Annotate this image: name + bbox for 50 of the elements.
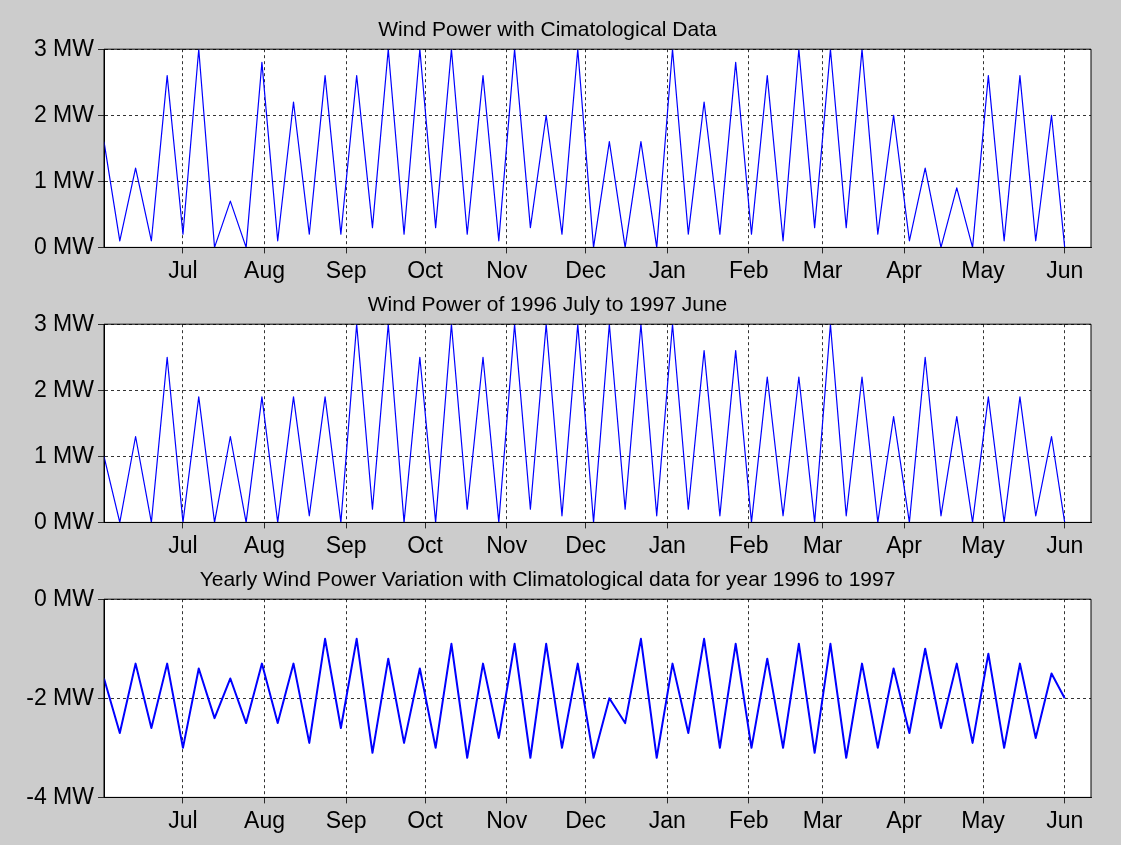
x-tick-label: Apr	[886, 531, 923, 558]
x-tick-label: Oct	[407, 531, 444, 558]
x-tick-label: Jan	[648, 531, 686, 558]
x-tick-label: Dec	[565, 806, 607, 833]
x-tick-label: May	[961, 256, 1006, 283]
x-tick-label: Apr	[886, 256, 923, 283]
x-tick-label: Oct	[407, 256, 444, 283]
x-tick-label: Jun	[1046, 806, 1084, 833]
x-tick-label: Aug	[244, 806, 286, 833]
y-tick-label: 3 MW	[33, 34, 95, 61]
chart-title: Wind Power with Cimatological Data	[378, 17, 718, 41]
x-tick-label: Feb	[729, 256, 769, 283]
x-tick-label: Mar	[802, 256, 843, 283]
x-tick-label: Mar	[802, 531, 843, 558]
chart-title: Wind Power of 1996 July to 1997 June	[367, 292, 728, 316]
x-tick-label: Mar	[802, 806, 843, 833]
y-tick-label: 3 MW	[33, 309, 95, 336]
x-tick-label: Jun	[1046, 531, 1084, 558]
x-tick-label: Sep	[325, 256, 367, 283]
x-tick-label: Feb	[729, 806, 769, 833]
y-tick-label: 0 MW	[33, 232, 95, 259]
x-tick-label: Dec	[565, 531, 607, 558]
x-tick-label: Feb	[729, 531, 769, 558]
y-tick-label: 2 MW	[33, 375, 95, 402]
x-tick-label: Dec	[565, 256, 607, 283]
x-tick-label: Jul	[168, 256, 198, 283]
x-tick-label: Jan	[648, 256, 686, 283]
y-tick-label: 1 MW	[33, 441, 95, 468]
chart-title: Yearly Wind Power Variation with Climatological data for year 1996 to 1997	[199, 567, 896, 591]
y-tick-label: 1 MW	[33, 166, 95, 193]
x-tick-label: Jul	[168, 806, 198, 833]
x-tick-label: May	[961, 806, 1006, 833]
x-tick-label: May	[961, 531, 1006, 558]
y-tick-label: 0 MW	[33, 507, 95, 534]
x-tick-label: Nov	[486, 806, 528, 833]
x-tick-label: Jan	[648, 806, 686, 833]
x-tick-label: Aug	[244, 256, 286, 283]
y-tick-label: -2 MW	[26, 683, 95, 710]
x-tick-label: Sep	[325, 531, 367, 558]
x-tick-label: Nov	[486, 256, 528, 283]
y-tick-label: 2 MW	[33, 100, 95, 127]
x-tick-label: Nov	[486, 531, 528, 558]
x-tick-label: Jun	[1046, 256, 1084, 283]
x-tick-label: Oct	[407, 806, 444, 833]
y-tick-label: 0 MW	[33, 584, 95, 611]
x-tick-label: Apr	[886, 806, 923, 833]
x-tick-label: Jul	[168, 531, 198, 558]
x-tick-label: Aug	[244, 531, 286, 558]
x-tick-label: Sep	[325, 806, 367, 833]
y-tick-label: -4 MW	[26, 782, 95, 809]
